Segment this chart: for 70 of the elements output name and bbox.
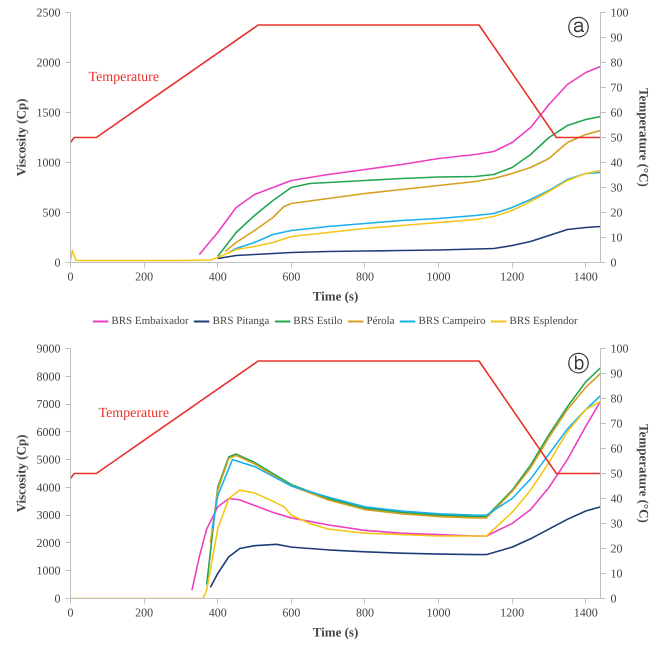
y-tick-label: 9000 <box>36 342 60 356</box>
y2-tick-label: 100 <box>610 342 628 356</box>
x-tick-label: 600 <box>282 606 300 620</box>
y2-tick-label: 0 <box>610 592 616 606</box>
y-tick-label: 4000 <box>36 480 60 494</box>
legend-label: BRS Estilo <box>293 315 342 327</box>
x-tick-label: 1000 <box>426 606 451 620</box>
x-axis-title: Time (s) <box>312 288 358 304</box>
y2-tick-label: 90 <box>610 30 622 44</box>
y2-axis-title: Temperature (°C) <box>636 88 652 187</box>
x-tick-label: 200 <box>135 606 154 620</box>
y2-tick-label: 80 <box>610 56 622 70</box>
annotation: Temperature <box>88 70 160 85</box>
legend-label: Pérola <box>366 315 395 327</box>
y-tick-label: 1500 <box>36 106 60 120</box>
y-tick-label: 8000 <box>36 369 60 384</box>
y2-tick-label: 40 <box>610 156 622 170</box>
y2-tick-label: 90 <box>610 366 622 380</box>
y2-tick-label: 0 <box>610 256 616 270</box>
x-tick-label: 400 <box>208 606 227 620</box>
y2-tick-label: 30 <box>610 516 622 530</box>
y-tick-label: 2000 <box>36 56 60 70</box>
x-tick-label: 1200 <box>500 270 524 284</box>
annotation: ⓑ <box>568 352 590 377</box>
y-axis-title: Viscosity (Cp) <box>14 98 28 176</box>
y2-tick-label: 40 <box>610 492 622 506</box>
y2-tick-label: 50 <box>610 466 622 480</box>
annotation: Temperature <box>98 406 170 421</box>
y-tick-label: 7000 <box>36 397 60 412</box>
y-tick-label: 0 <box>54 592 60 606</box>
y2-tick-label: 50 <box>610 130 622 144</box>
y-axis-title: Viscosity (Cp) <box>14 434 28 512</box>
legend-label: BRS Embaixador <box>111 315 189 327</box>
x-tick-label: 600 <box>282 270 300 284</box>
y2-tick-label: 60 <box>610 106 622 120</box>
y-tick-label: 2000 <box>36 536 60 550</box>
x-tick-label: 0 <box>68 606 74 620</box>
y-tick-label: 500 <box>42 206 60 220</box>
y-tick-label: 2500 <box>36 6 60 20</box>
x-tick-label: 1200 <box>500 606 524 620</box>
y-tick-label: 1000 <box>36 564 60 578</box>
x-tick-label: 400 <box>208 270 227 284</box>
legend-label: BRS Pitanga <box>212 315 270 327</box>
y-tick-label: 3000 <box>36 508 60 522</box>
y2-tick-label: 20 <box>610 542 622 556</box>
y-tick-label: 0 <box>54 256 60 270</box>
y2-tick-label: 70 <box>610 80 622 94</box>
x-tick-label: 800 <box>356 606 374 620</box>
y2-tick-label: 20 <box>610 206 622 220</box>
y-tick-label: 6000 <box>36 424 60 439</box>
y2-tick-label: 70 <box>610 416 622 430</box>
y2-tick-label: 10 <box>610 566 622 580</box>
y2-axis-title: Temperature (°C) <box>636 424 652 523</box>
y2-tick-label: 10 <box>610 230 622 244</box>
y2-tick-label: 30 <box>610 180 622 194</box>
y-tick-label: 5000 <box>36 452 60 467</box>
x-tick-label: 800 <box>356 270 374 284</box>
x-tick-label: 0 <box>68 270 74 284</box>
x-axis-title: Time (s) <box>312 624 358 640</box>
x-tick-label: 1000 <box>426 270 451 284</box>
y2-tick-label: 60 <box>610 442 622 456</box>
x-tick-label: 200 <box>135 270 154 284</box>
legend-label: BRS Esplendor <box>509 315 578 327</box>
annotation: ⓐ <box>568 16 590 41</box>
y-tick-label: 1000 <box>36 156 60 170</box>
y2-tick-label: 80 <box>610 392 622 406</box>
y2-tick-label: 100 <box>610 6 628 20</box>
legend-label: BRS Campeiro <box>418 315 486 327</box>
x-tick-label: 1400 <box>574 270 598 284</box>
x-tick-label: 1400 <box>574 606 598 620</box>
